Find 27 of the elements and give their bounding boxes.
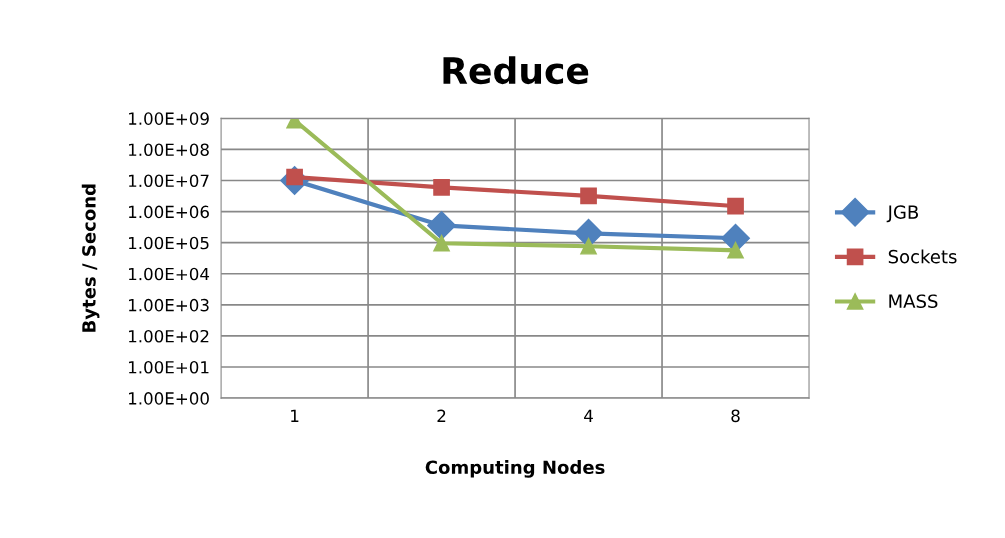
y-tick-label: 1.00E+00 (129, 392, 209, 405)
y-axis-title: Bytes / Second (81, 184, 100, 332)
point (433, 234, 450, 252)
y-tick-label: 1.00E+07 (129, 174, 209, 188)
chart-title: Reduce (443, 56, 589, 85)
y-tick-label: 1.00E+09 (129, 112, 209, 125)
y-tick-label: 1.00E+03 (129, 298, 209, 312)
x-tick-label: 2 (437, 409, 446, 422)
legend-label: MASS (889, 294, 938, 309)
point (727, 241, 744, 259)
legend-label: Sockets (888, 249, 957, 264)
x-axis-title: Computing Nodes (425, 460, 605, 478)
y-tick-label: 1.00E+08 (129, 143, 209, 157)
y-tick-label: 1.00E+02 (129, 329, 209, 343)
x-tick-label: 8 (731, 409, 740, 423)
point (433, 179, 450, 196)
y-tick-label: 1.00E+01 (129, 361, 209, 374)
legend-label: JGB (886, 205, 919, 223)
y-tick-label: 1.00E+04 (129, 267, 210, 281)
point (727, 197, 744, 215)
x-tick-label: 4 (584, 409, 593, 422)
y-tick-label: 1.00E+06 (129, 205, 209, 219)
point (580, 237, 597, 255)
point (427, 210, 457, 240)
x-tick-label: 1 (291, 409, 299, 422)
y-tick-label: 1.00E+05 (129, 236, 209, 250)
point (580, 187, 597, 205)
